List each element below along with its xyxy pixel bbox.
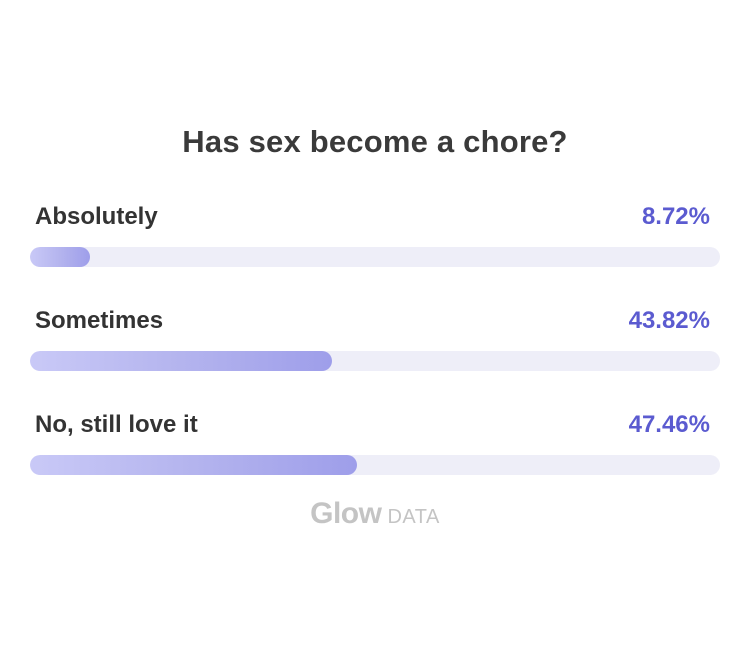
poll-option-absolutely: Absolutely 8.72% (30, 203, 720, 273)
option-percentage: 8.72% (641, 203, 710, 230)
option-percentage: 43.82% (628, 307, 710, 334)
chart-title: Has sex become a chore? (182, 124, 568, 159)
option-label: No, still love it (35, 411, 198, 438)
bar-fill (30, 247, 90, 267)
watermark-suffix: DATA (387, 506, 440, 528)
option-label: Sometimes (35, 307, 164, 334)
bar-track (30, 351, 720, 371)
poll-option-no-still-love-it: No, still love it 47.46% (30, 411, 720, 481)
bar-track (30, 455, 720, 475)
poll-option-sometimes: Sometimes 43.82% (30, 307, 720, 377)
option-percentage: 47.46% (628, 411, 710, 438)
bar-fill (30, 351, 332, 371)
option-label: Absolutely (35, 203, 158, 230)
glow-data-watermark: Glow DATA (0, 497, 750, 531)
bar-fill (30, 455, 357, 475)
bar-track (30, 247, 720, 267)
glow-logo: Glow (310, 497, 382, 530)
